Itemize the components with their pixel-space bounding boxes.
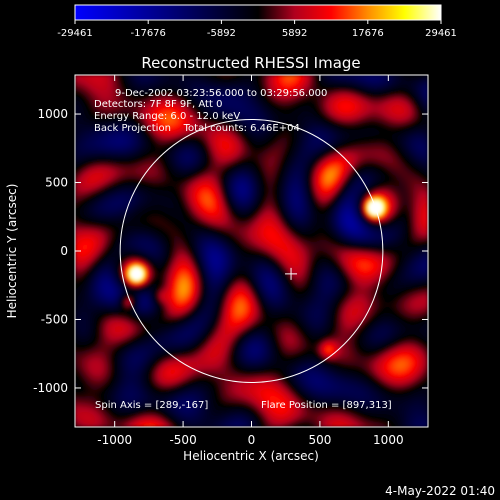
spin-axis-label: Spin Axis = [289,-167]: [95, 400, 208, 411]
colorbar-tick-label: 5892: [282, 28, 307, 39]
y-tick-label: 1000: [37, 107, 68, 121]
header-line-energy: Energy Range: 6.0 - 12.0 keV: [94, 111, 240, 122]
header-annotations: 9-Dec-2002 03:23:56.000 to 03:29:56.000 …: [94, 88, 327, 134]
heatmap-image: [75, 75, 428, 427]
x-tick-label: -1000: [97, 433, 132, 447]
colorbar-tick-label: -5892: [207, 28, 236, 39]
colorbar: [75, 5, 441, 20]
y-tick-label: -1000: [33, 381, 68, 395]
solar-limb: [119, 119, 384, 383]
x-tick-label: 500: [308, 433, 331, 447]
header-line-detectors: Detectors: 7F 8F 9F, Att 0: [94, 99, 222, 110]
flare-position-label: Flare Position = [897,313]: [261, 400, 392, 411]
x-tick-label: 1000: [373, 433, 404, 447]
colorbar-tick-label: -17676: [130, 28, 165, 39]
x-axis-label: Heliocentric X (arcsec): [183, 449, 319, 463]
y-axis-label: Heliocentric Y (arcsec): [5, 184, 19, 319]
colorbar-tick-label: 29461: [425, 28, 457, 39]
colorbar-tick-label: 17676: [352, 28, 384, 39]
x-tick-label: 0: [248, 433, 256, 447]
y-tick-label: 0: [60, 244, 68, 258]
y-tick-label: -500: [41, 312, 68, 326]
chart-title: Reconstructed RHESSI Image: [141, 54, 360, 72]
header-line-method: Back Projection Total counts: 6.46E+04: [94, 123, 300, 134]
colorbar-frame: [74, 4, 442, 21]
header-line-time: 9-Dec-2002 03:23:56.000 to 03:29:56.000: [115, 88, 327, 99]
colorbar-tick-label: -29461: [57, 28, 92, 39]
y-tick-label: 500: [45, 176, 68, 190]
timestamp: 4-May-2022 01:40: [385, 484, 495, 498]
x-tick-label: -500: [169, 433, 196, 447]
